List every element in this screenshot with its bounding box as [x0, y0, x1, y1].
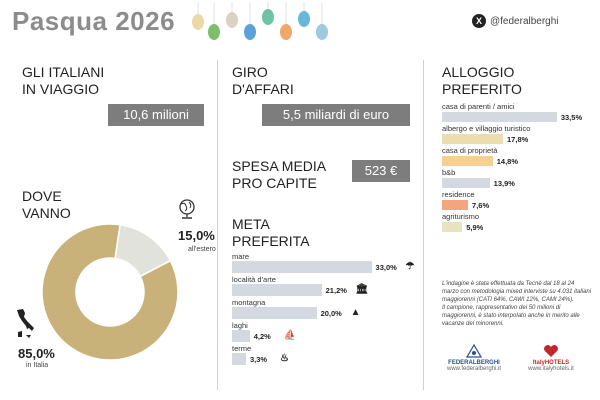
social-handle[interactable]: X @federalberghi: [472, 14, 559, 28]
meta-bar: [232, 307, 317, 319]
travellers-value: 10,6 milioni: [108, 104, 204, 126]
federalberghi-url: www.federalberghi.it: [446, 366, 502, 372]
meta-heading-line2: PREFERITA: [232, 233, 310, 249]
spend-heading: SPESA MEDIA PRO CAPITE: [232, 158, 326, 192]
turnover-value: 5,5 miliardi di euro: [262, 104, 410, 126]
meta-bar-value: 4,2%: [253, 332, 271, 341]
destination-donut-chart: [41, 223, 179, 361]
federalberghi-logo-text: FEDERALBERGHI: [448, 360, 500, 366]
travellers-heading-line2: IN VIAGGIO: [22, 81, 100, 97]
meta-heading-line1: META: [232, 216, 270, 232]
meta-bar-value: 21,2%: [325, 286, 347, 295]
accommodation-bar-label: b&b: [442, 168, 456, 177]
donut-slice-estero: [114, 223, 172, 278]
accommodation-bar: [442, 222, 463, 232]
meta-bar-label: località d'arte: [232, 275, 276, 284]
meta-heading: META PREFERITA: [232, 216, 310, 250]
where-heading-line2: VANNO: [22, 205, 71, 221]
accommodation-heading-line2: PREFERITO: [442, 81, 522, 97]
meta-bar-label: montagna: [232, 298, 266, 307]
abroad-label: all'estero: [188, 246, 216, 253]
accommodation-bar: [442, 156, 493, 166]
survey-note-p1: L'indagine è stata effettuata da Tecnè d…: [442, 281, 592, 303]
travellers-heading-line1: GLI ITALIANI: [22, 64, 105, 80]
travellers-heading: GLI ITALIANI IN VIAGGIO: [22, 64, 104, 98]
globe-icon: [179, 199, 195, 219]
where-heading-line1: DOVE: [22, 188, 62, 204]
page-title: Pasqua 2026: [12, 6, 176, 36]
accommodation-bar: [442, 200, 469, 210]
accommodation-bar-value: 14,8%: [496, 157, 519, 166]
accommodation-bar-label: residence: [442, 190, 475, 199]
mountain-icon: ▲: [350, 307, 361, 318]
federalberghi-logo: FEDERALBERGHI www.federalberghi.it: [444, 343, 504, 372]
meta-bar-label: laghi: [232, 321, 248, 330]
meta-bar-value: 3,3%: [249, 355, 268, 364]
survey-note-p2: Il campione, rappresentativo dei 50 mili…: [442, 305, 580, 327]
where-heading: DOVE VANNO: [22, 188, 71, 222]
meta-bar-value: 33,0%: [375, 263, 397, 272]
turnover-heading: GIRO D'AFFARI: [232, 64, 294, 98]
accommodation-bar-label: agriturismo: [442, 212, 480, 221]
meta-bar: [232, 284, 322, 296]
accommodation-bar-label: albergo e villaggio turistico: [442, 124, 531, 133]
meta-bar-label: mare: [232, 252, 250, 261]
column-divider-right: [423, 60, 424, 390]
italyhotels-logo-text: ItalyHOTELS: [532, 360, 570, 366]
social-handle-text: @federalberghi: [490, 15, 559, 27]
umbrella-icon: ☂: [405, 261, 415, 272]
spend-value: 523 €: [352, 160, 410, 182]
accommodation-bar: [442, 134, 504, 144]
italy-map-icon: [17, 309, 34, 338]
accommodation-bar: [442, 112, 557, 122]
abroad-percent: 15,0%: [178, 228, 215, 243]
accommodation-heading-line1: ALLOGGIO: [442, 64, 515, 80]
survey-note: L'indagine è stata effettuata da Tecnè d…: [442, 280, 592, 328]
meta-bar-value: 20,0%: [320, 309, 342, 318]
accommodation-bar-value: 17,8%: [507, 135, 529, 144]
easter-eggs-decoration: [192, 2, 328, 40]
accommodation-bar-label: casa di proprietà: [442, 146, 498, 155]
x-logo-icon: X: [472, 14, 486, 28]
accommodation-bar-value: 5,9%: [466, 223, 484, 232]
accommodation-bar-value: 33,5%: [560, 113, 583, 122]
italyhotels-logo: ItalyHOTELS www.italyhotels.it: [516, 344, 586, 372]
accommodation-bar-value: 13,9%: [493, 179, 515, 188]
turnover-heading-line2: D'AFFARI: [232, 81, 294, 97]
meta-bar: [232, 330, 250, 342]
meta-bar: [232, 261, 372, 273]
turnover-heading-line1: GIRO: [232, 64, 268, 80]
boat-icon: ⛵: [283, 330, 297, 341]
federalberghi-emblem-icon: [465, 343, 483, 358]
accommodation-bar-value: 7,6%: [472, 201, 490, 210]
column-divider-left: [217, 60, 218, 390]
spend-heading-line1: SPESA MEDIA: [232, 158, 327, 174]
italy-label: in Italia: [26, 362, 49, 369]
heart-icon: [544, 345, 558, 357]
italy-percent: 85,0%: [18, 346, 55, 361]
italyhotels-url: www.italyhotels.it: [528, 366, 574, 372]
spa-icon: ♨: [279, 353, 289, 364]
accommodation-bar: [442, 178, 490, 188]
meta-bar-label: terme: [232, 344, 252, 353]
accommodation-bar-label: casa di parenti / amici: [442, 102, 515, 111]
donut-slice-italia: [41, 223, 179, 361]
spend-heading-line2: PRO CAPITE: [232, 175, 317, 191]
accommodation-heading: ALLOGGIO PREFERITO: [442, 64, 522, 98]
meta-bar: [232, 353, 246, 365]
temple-icon: 🏛: [355, 284, 369, 295]
